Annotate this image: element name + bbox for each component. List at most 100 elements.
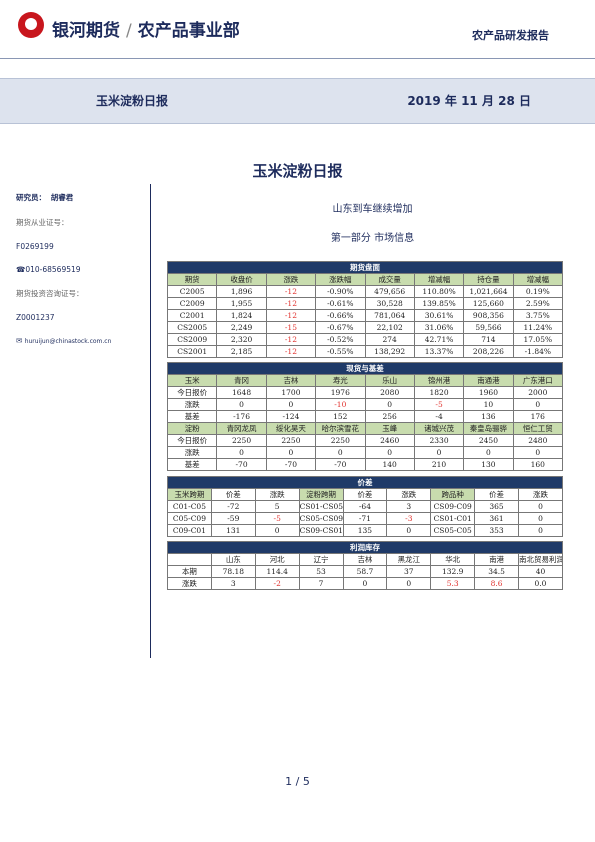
table-cell: 0 bbox=[254, 524, 300, 537]
table-cell: 1820 bbox=[413, 386, 465, 399]
table-cell: -2 bbox=[254, 577, 300, 590]
email-icon: ✉ bbox=[16, 336, 23, 345]
table-cell: -3 bbox=[386, 512, 432, 525]
table-cell: 0 bbox=[518, 500, 563, 513]
table-cell: 2,185 bbox=[216, 345, 267, 358]
table-row: 涨跌 3 -2 7 0 0 5.3 8.6 0.0 bbox=[167, 577, 563, 590]
table-cell: -12 bbox=[265, 333, 317, 346]
table-cell: 2450 bbox=[463, 434, 514, 447]
table-cell: CS09-CS01 bbox=[298, 524, 344, 537]
table-cell: 8.6 bbox=[474, 577, 519, 590]
table-cell: 130 bbox=[463, 458, 514, 471]
band-title: 玉米淀粉日报 bbox=[96, 94, 169, 108]
column-header: 增减幅 bbox=[512, 273, 564, 286]
logo-icon bbox=[18, 12, 44, 38]
table-cell: 140 bbox=[364, 458, 415, 471]
table-cell: 0 bbox=[342, 577, 388, 590]
column-header: 乐山 bbox=[364, 374, 415, 387]
column-header: 涨跌幅 bbox=[315, 273, 366, 286]
table-cell: -10 bbox=[315, 398, 366, 411]
table-cell: 361 bbox=[474, 512, 519, 525]
spot-basis-table: 现货与基差 玉米 青冈 吉林 寿光 乐山 锦州港 南通港 广东港口 今日报价 1… bbox=[166, 362, 564, 471]
table-cell: 3.75% bbox=[512, 309, 564, 322]
table-cell: -0.61% bbox=[315, 297, 366, 310]
table-cell: 136 bbox=[463, 410, 514, 423]
table-cell: 涨跌 bbox=[166, 446, 218, 459]
table-cell: 涨跌 bbox=[167, 577, 212, 590]
table-cell: 基差 bbox=[166, 458, 218, 471]
table-cell: 2480 bbox=[512, 434, 564, 447]
table-cell: 59,566 bbox=[463, 321, 514, 334]
table-cell: -71 bbox=[342, 512, 388, 525]
table-cell: -0.90% bbox=[315, 285, 366, 298]
table-cell: 208,226 bbox=[463, 345, 514, 358]
table-row: 基差 -70 -70 -70 140 210 130 160 bbox=[166, 458, 564, 471]
table-cell: -12 bbox=[265, 285, 317, 298]
table-row: C01-C05 -72 5 CS01-CS05 -64 3 CS09-C09 3… bbox=[167, 500, 563, 513]
table-cell: 0 bbox=[386, 577, 432, 590]
table-cell: 1960 bbox=[463, 386, 514, 399]
report-date: 2019 年 11 月 28 日 bbox=[407, 94, 531, 108]
section-header: 期货盘面 bbox=[167, 261, 563, 274]
column-header: 恒仁工贸 bbox=[512, 422, 564, 435]
table-row: C2001 1,824 -12 -0.66% 781,064 30.61% 90… bbox=[166, 309, 564, 322]
table-cell: 1,021,664 bbox=[463, 285, 514, 298]
table-cell: -70 bbox=[216, 458, 267, 471]
table-cell: -12 bbox=[265, 297, 317, 310]
table-cell: 34.5 bbox=[474, 565, 519, 578]
table-cell: 涨跌 bbox=[166, 398, 218, 411]
table-cell: 0 bbox=[518, 512, 563, 525]
table-cell: 274 bbox=[364, 333, 415, 346]
table-row: 本期 78.18 114.4 53 58.7 37 132.9 34.5 40 bbox=[167, 565, 563, 578]
table-cell: 353 bbox=[474, 524, 519, 537]
table-cell: -124 bbox=[265, 410, 317, 423]
column-header: 青冈龙凤 bbox=[216, 422, 267, 435]
table-cell: -64 bbox=[342, 500, 388, 513]
table-cell: 365 bbox=[474, 500, 519, 513]
table-cell: 1700 bbox=[265, 386, 317, 399]
column-header: 寿光 bbox=[315, 374, 366, 387]
report-type: 农产品研发报告 bbox=[472, 29, 549, 42]
table-cell: CS09-C09 bbox=[430, 500, 476, 513]
table-cell: -12 bbox=[265, 309, 317, 322]
table-row: CS2005 2,249 -15 -0.67% 22,102 31.06% 59… bbox=[166, 321, 564, 334]
table-cell: 0 bbox=[265, 398, 317, 411]
table-cell: 11.24% bbox=[512, 321, 564, 334]
table-cell: 0.19% bbox=[512, 285, 564, 298]
table-cell: 2.59% bbox=[512, 297, 564, 310]
table-cell: 132.9 bbox=[430, 565, 476, 578]
title-band bbox=[0, 78, 595, 124]
table-cell: 5.3 bbox=[430, 577, 476, 590]
table-row: C2009 1,955 -12 -0.61% 30,528 139.85% 12… bbox=[166, 297, 564, 310]
column-header: 南港 bbox=[474, 553, 519, 566]
table-cell: 138,292 bbox=[364, 345, 415, 358]
column-header bbox=[167, 553, 212, 566]
table-cell: 2080 bbox=[364, 386, 415, 399]
profit-inventory-table: 利润库存 山东 河北 辽宁 吉林 黑龙江 华北 南港 南北贸易利润 本期 78.… bbox=[167, 541, 563, 590]
section-heading: 第一部分 市场信息 bbox=[330, 233, 415, 244]
table-cell: 139.85% bbox=[413, 297, 465, 310]
table-cell: 5 bbox=[254, 500, 300, 513]
table-cell: 0 bbox=[463, 446, 514, 459]
table-cell: C2001 bbox=[166, 309, 218, 322]
column-header: 玉米跨期 bbox=[167, 488, 212, 501]
table-cell: 0 bbox=[364, 446, 415, 459]
advisor-label: 期货投资咨询证号： bbox=[16, 289, 84, 298]
table-cell: CS05-C05 bbox=[430, 524, 476, 537]
table-row: 今日报价 2250 2250 2250 2460 2330 2450 2480 bbox=[166, 434, 564, 447]
table-cell: -0.67% bbox=[315, 321, 366, 334]
table-cell: C01-C05 bbox=[167, 500, 212, 513]
table-cell: 0 bbox=[315, 446, 366, 459]
license-label: 期货从业证号： bbox=[16, 218, 69, 227]
table-cell: CS05-CS09 bbox=[298, 512, 344, 525]
table-cell: -5 bbox=[254, 512, 300, 525]
table-row: CS2009 2,320 -12 -0.52% 274 42.71% 714 1… bbox=[166, 333, 564, 346]
table-cell: -0.52% bbox=[315, 333, 366, 346]
spread-table: 价差 玉米跨期 价差 涨跌 淀粉跨期 价差 涨跌 跨品种 价差 涨跌 C01-C… bbox=[167, 476, 563, 537]
table-cell: 1,955 bbox=[216, 297, 267, 310]
table-cell: C09-C01 bbox=[167, 524, 212, 537]
table-row: 涨跌 0 0 0 0 0 0 0 bbox=[166, 446, 564, 459]
table-row: 涨跌 0 0 -10 0 -5 10 0 bbox=[166, 398, 564, 411]
column-header: 青冈 bbox=[216, 374, 267, 387]
table-cell: 0 bbox=[265, 446, 317, 459]
